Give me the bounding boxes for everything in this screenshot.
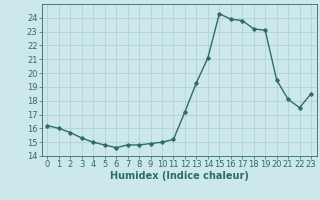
X-axis label: Humidex (Indice chaleur): Humidex (Indice chaleur)	[110, 171, 249, 181]
